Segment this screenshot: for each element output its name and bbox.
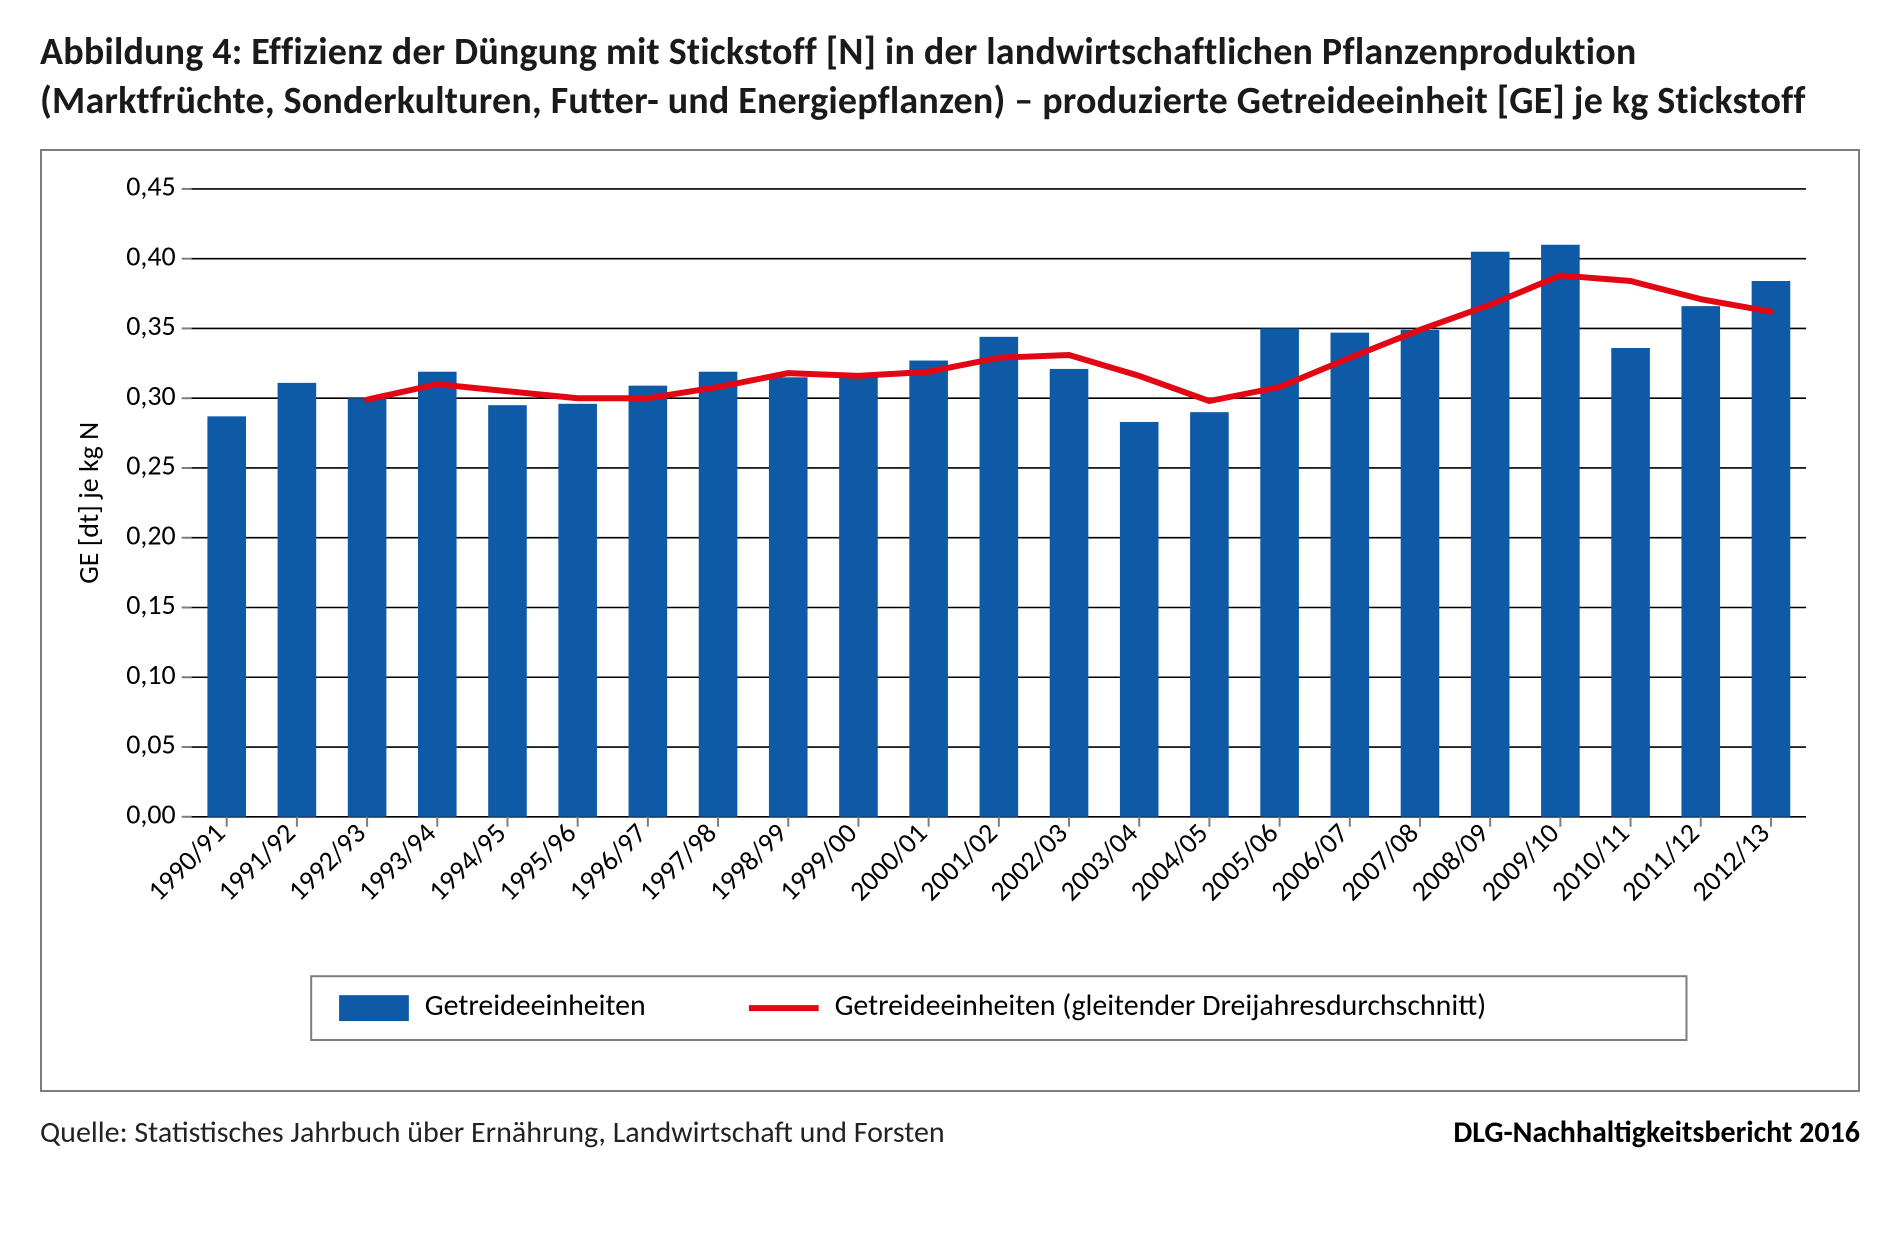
x-tick-label: 1997/98 [632,817,724,909]
x-tick-label: 2011/12 [1615,817,1707,909]
bar [1401,330,1440,817]
report-text: DLG-Nachhaltigkeitsbericht 2016 [1453,1114,1860,1151]
x-tick-label: 1993/94 [351,817,443,909]
bar [699,372,738,817]
y-tick-label: 0,45 [126,170,175,204]
x-tick-label: 2010/11 [1545,817,1637,909]
x-tick-label: 1996/97 [562,817,654,909]
bar [1681,306,1720,817]
x-tick-label: 2007/08 [1334,817,1426,909]
bar [278,383,317,817]
x-tick-label: 1995/96 [492,817,584,909]
bar [980,337,1019,817]
y-tick-label: 0,20 [126,519,175,553]
bar [488,405,527,817]
y-tick-label: 0,10 [126,658,175,692]
legend-label: Getreideeinheiten [425,989,646,1025]
y-tick-label: 0,30 [126,379,175,413]
legend-swatch-bar [339,995,409,1021]
bar [558,404,597,817]
bar [348,398,387,817]
y-tick-label: 0,00 [126,798,175,832]
source-text: Quelle: Statistisches Jahrbuch über Ernä… [40,1114,945,1151]
bar [418,372,457,817]
y-tick-label: 0,25 [126,449,175,483]
x-tick-label: 2005/06 [1194,817,1286,909]
x-tick-label: 1992/93 [281,817,373,909]
legend-label: Getreideeinheiten (gleitender Dreijahres… [835,989,1487,1025]
y-axis-label: GE [dt] je kg N [72,422,106,584]
y-tick-label: 0,05 [126,728,175,762]
bar [839,378,878,817]
bar [629,386,668,817]
x-tick-label: 2001/02 [913,817,1005,909]
chart-frame: 0,00 0,05 0,10 0,15 0,20 0,25 0,30 0,35 0,40 0,45… [40,149,1860,1092]
y-tick-label: 0,40 [126,240,175,274]
bar [1050,369,1089,817]
x-tick-label: 2009/10 [1474,817,1566,909]
x-tick-label: 1998/99 [702,817,794,909]
bar [1611,348,1650,817]
bar [1471,252,1510,817]
bar [1330,333,1369,817]
x-tick-label: 2000/01 [843,817,935,909]
x-tick-label: 1991/92 [211,817,303,909]
bar [207,417,246,817]
bar [769,378,808,817]
x-tick-label: 2012/13 [1685,817,1777,909]
x-tick-label: 1999/00 [772,817,864,909]
bar [1260,329,1299,817]
bar [909,361,948,817]
chart-svg: 0,00 0,05 0,10 0,15 0,20 0,25 0,30 0,35 0,40 0,45… [72,169,1826,1066]
bar [1190,412,1229,817]
bar [1541,245,1580,817]
y-tick-label: 0,15 [126,588,175,622]
x-tick-label: 2003/04 [1053,817,1145,909]
x-tick-label: 1994/95 [421,817,513,909]
chart-title: Abbildung 4: Effizienz der Düngung mit S… [40,28,1860,125]
x-tick-label: 2004/05 [1123,817,1215,909]
x-tick-label: 2008/09 [1404,817,1496,909]
x-tick-label: 2002/03 [983,817,1075,909]
bar [1120,422,1159,817]
x-tick-label: 2006/07 [1264,817,1356,909]
bar [1752,281,1791,817]
y-tick-label: 0,35 [126,309,175,343]
